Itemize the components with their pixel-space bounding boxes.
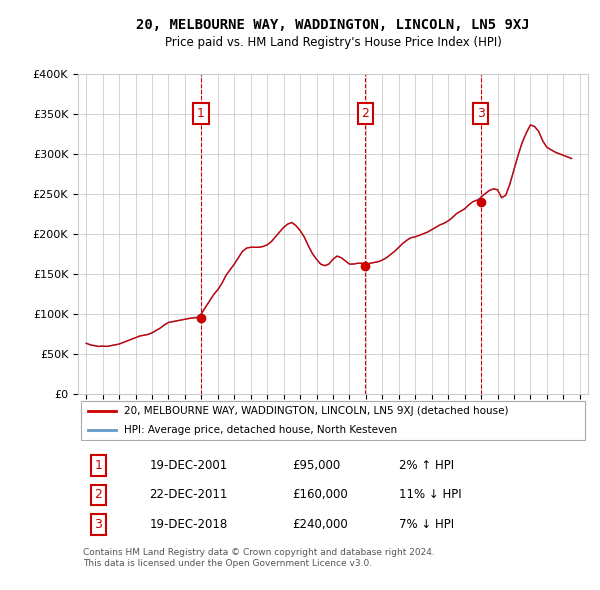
- Text: 1: 1: [94, 459, 103, 472]
- Text: 2: 2: [361, 107, 370, 120]
- Text: £95,000: £95,000: [292, 459, 340, 472]
- Text: 11% ↓ HPI: 11% ↓ HPI: [400, 489, 462, 502]
- Text: Contains HM Land Registry data © Crown copyright and database right 2024.
This d: Contains HM Land Registry data © Crown c…: [83, 548, 435, 568]
- Text: 19-DEC-2001: 19-DEC-2001: [149, 459, 227, 472]
- Text: 2: 2: [94, 489, 103, 502]
- Text: 19-DEC-2018: 19-DEC-2018: [149, 518, 227, 531]
- Text: 20, MELBOURNE WAY, WADDINGTON, LINCOLN, LN5 9XJ: 20, MELBOURNE WAY, WADDINGTON, LINCOLN, …: [136, 18, 530, 32]
- Text: £160,000: £160,000: [292, 489, 348, 502]
- Text: 20, MELBOURNE WAY, WADDINGTON, LINCOLN, LN5 9XJ (detached house): 20, MELBOURNE WAY, WADDINGTON, LINCOLN, …: [124, 406, 508, 416]
- FancyBboxPatch shape: [80, 401, 586, 441]
- Text: 2% ↑ HPI: 2% ↑ HPI: [400, 459, 454, 472]
- Text: Price paid vs. HM Land Registry's House Price Index (HPI): Price paid vs. HM Land Registry's House …: [164, 36, 502, 49]
- Text: HPI: Average price, detached house, North Kesteven: HPI: Average price, detached house, Nort…: [124, 425, 397, 435]
- Text: 3: 3: [94, 518, 103, 531]
- Text: 22-DEC-2011: 22-DEC-2011: [149, 489, 228, 502]
- Text: 7% ↓ HPI: 7% ↓ HPI: [400, 518, 454, 531]
- Text: 1: 1: [197, 107, 205, 120]
- Text: £240,000: £240,000: [292, 518, 348, 531]
- Text: 3: 3: [476, 107, 485, 120]
